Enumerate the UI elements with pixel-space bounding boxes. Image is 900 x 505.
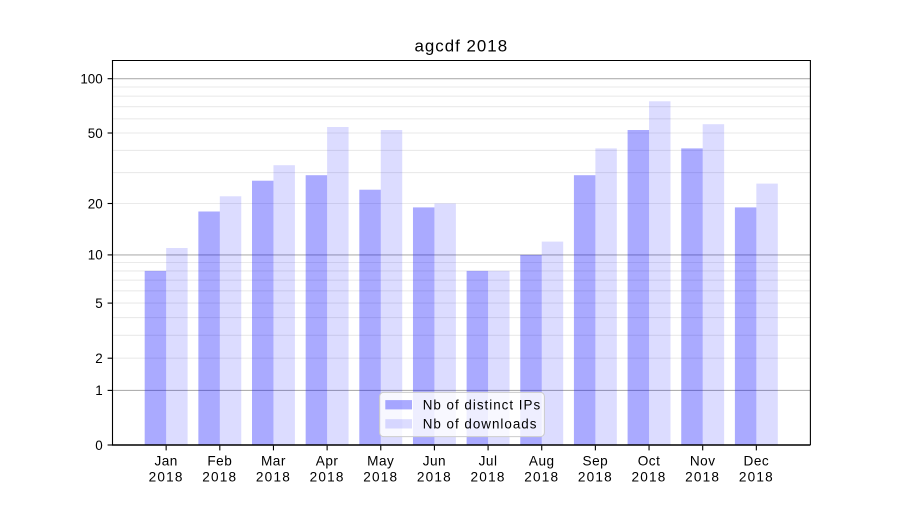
svg-text:2: 2 bbox=[95, 351, 102, 366]
svg-text:100: 100 bbox=[80, 72, 102, 87]
svg-text:2018: 2018 bbox=[363, 470, 398, 485]
svg-text:Oct: Oct bbox=[638, 454, 661, 469]
svg-text:2018: 2018 bbox=[739, 470, 774, 485]
svg-text:2018: 2018 bbox=[524, 470, 559, 485]
svg-text:5: 5 bbox=[95, 296, 102, 311]
svg-text:Jul: Jul bbox=[479, 454, 498, 469]
svg-text:0: 0 bbox=[95, 438, 102, 453]
svg-text:2018: 2018 bbox=[685, 470, 720, 485]
svg-text:2018: 2018 bbox=[471, 470, 506, 485]
svg-text:Feb: Feb bbox=[207, 454, 232, 469]
svg-text:2018: 2018 bbox=[149, 470, 184, 485]
svg-text:Nb of downloads: Nb of downloads bbox=[423, 417, 538, 432]
svg-text:2018: 2018 bbox=[632, 470, 667, 485]
svg-text:Aug: Aug bbox=[529, 454, 555, 469]
svg-text:Dec: Dec bbox=[744, 454, 770, 469]
svg-text:10: 10 bbox=[88, 248, 103, 263]
svg-text:Apr: Apr bbox=[316, 454, 339, 469]
svg-text:2018: 2018 bbox=[256, 470, 291, 485]
svg-text:2018: 2018 bbox=[310, 470, 345, 485]
svg-text:2018: 2018 bbox=[202, 470, 237, 485]
svg-text:Mar: Mar bbox=[261, 454, 286, 469]
svg-text:Sep: Sep bbox=[583, 454, 609, 469]
svg-text:2018: 2018 bbox=[417, 470, 452, 485]
svg-text:Jun: Jun bbox=[423, 454, 446, 469]
svg-text:Nov: Nov bbox=[690, 454, 716, 469]
svg-text:agcdf 2018: agcdf 2018 bbox=[415, 36, 509, 55]
svg-text:1: 1 bbox=[95, 383, 102, 398]
svg-text:50: 50 bbox=[88, 126, 103, 141]
svg-text:Nb of distinct IPs: Nb of distinct IPs bbox=[423, 398, 541, 413]
svg-text:20: 20 bbox=[88, 196, 103, 211]
svg-text:2018: 2018 bbox=[578, 470, 613, 485]
svg-text:May: May bbox=[367, 454, 394, 469]
svg-text:Jan: Jan bbox=[154, 454, 177, 469]
